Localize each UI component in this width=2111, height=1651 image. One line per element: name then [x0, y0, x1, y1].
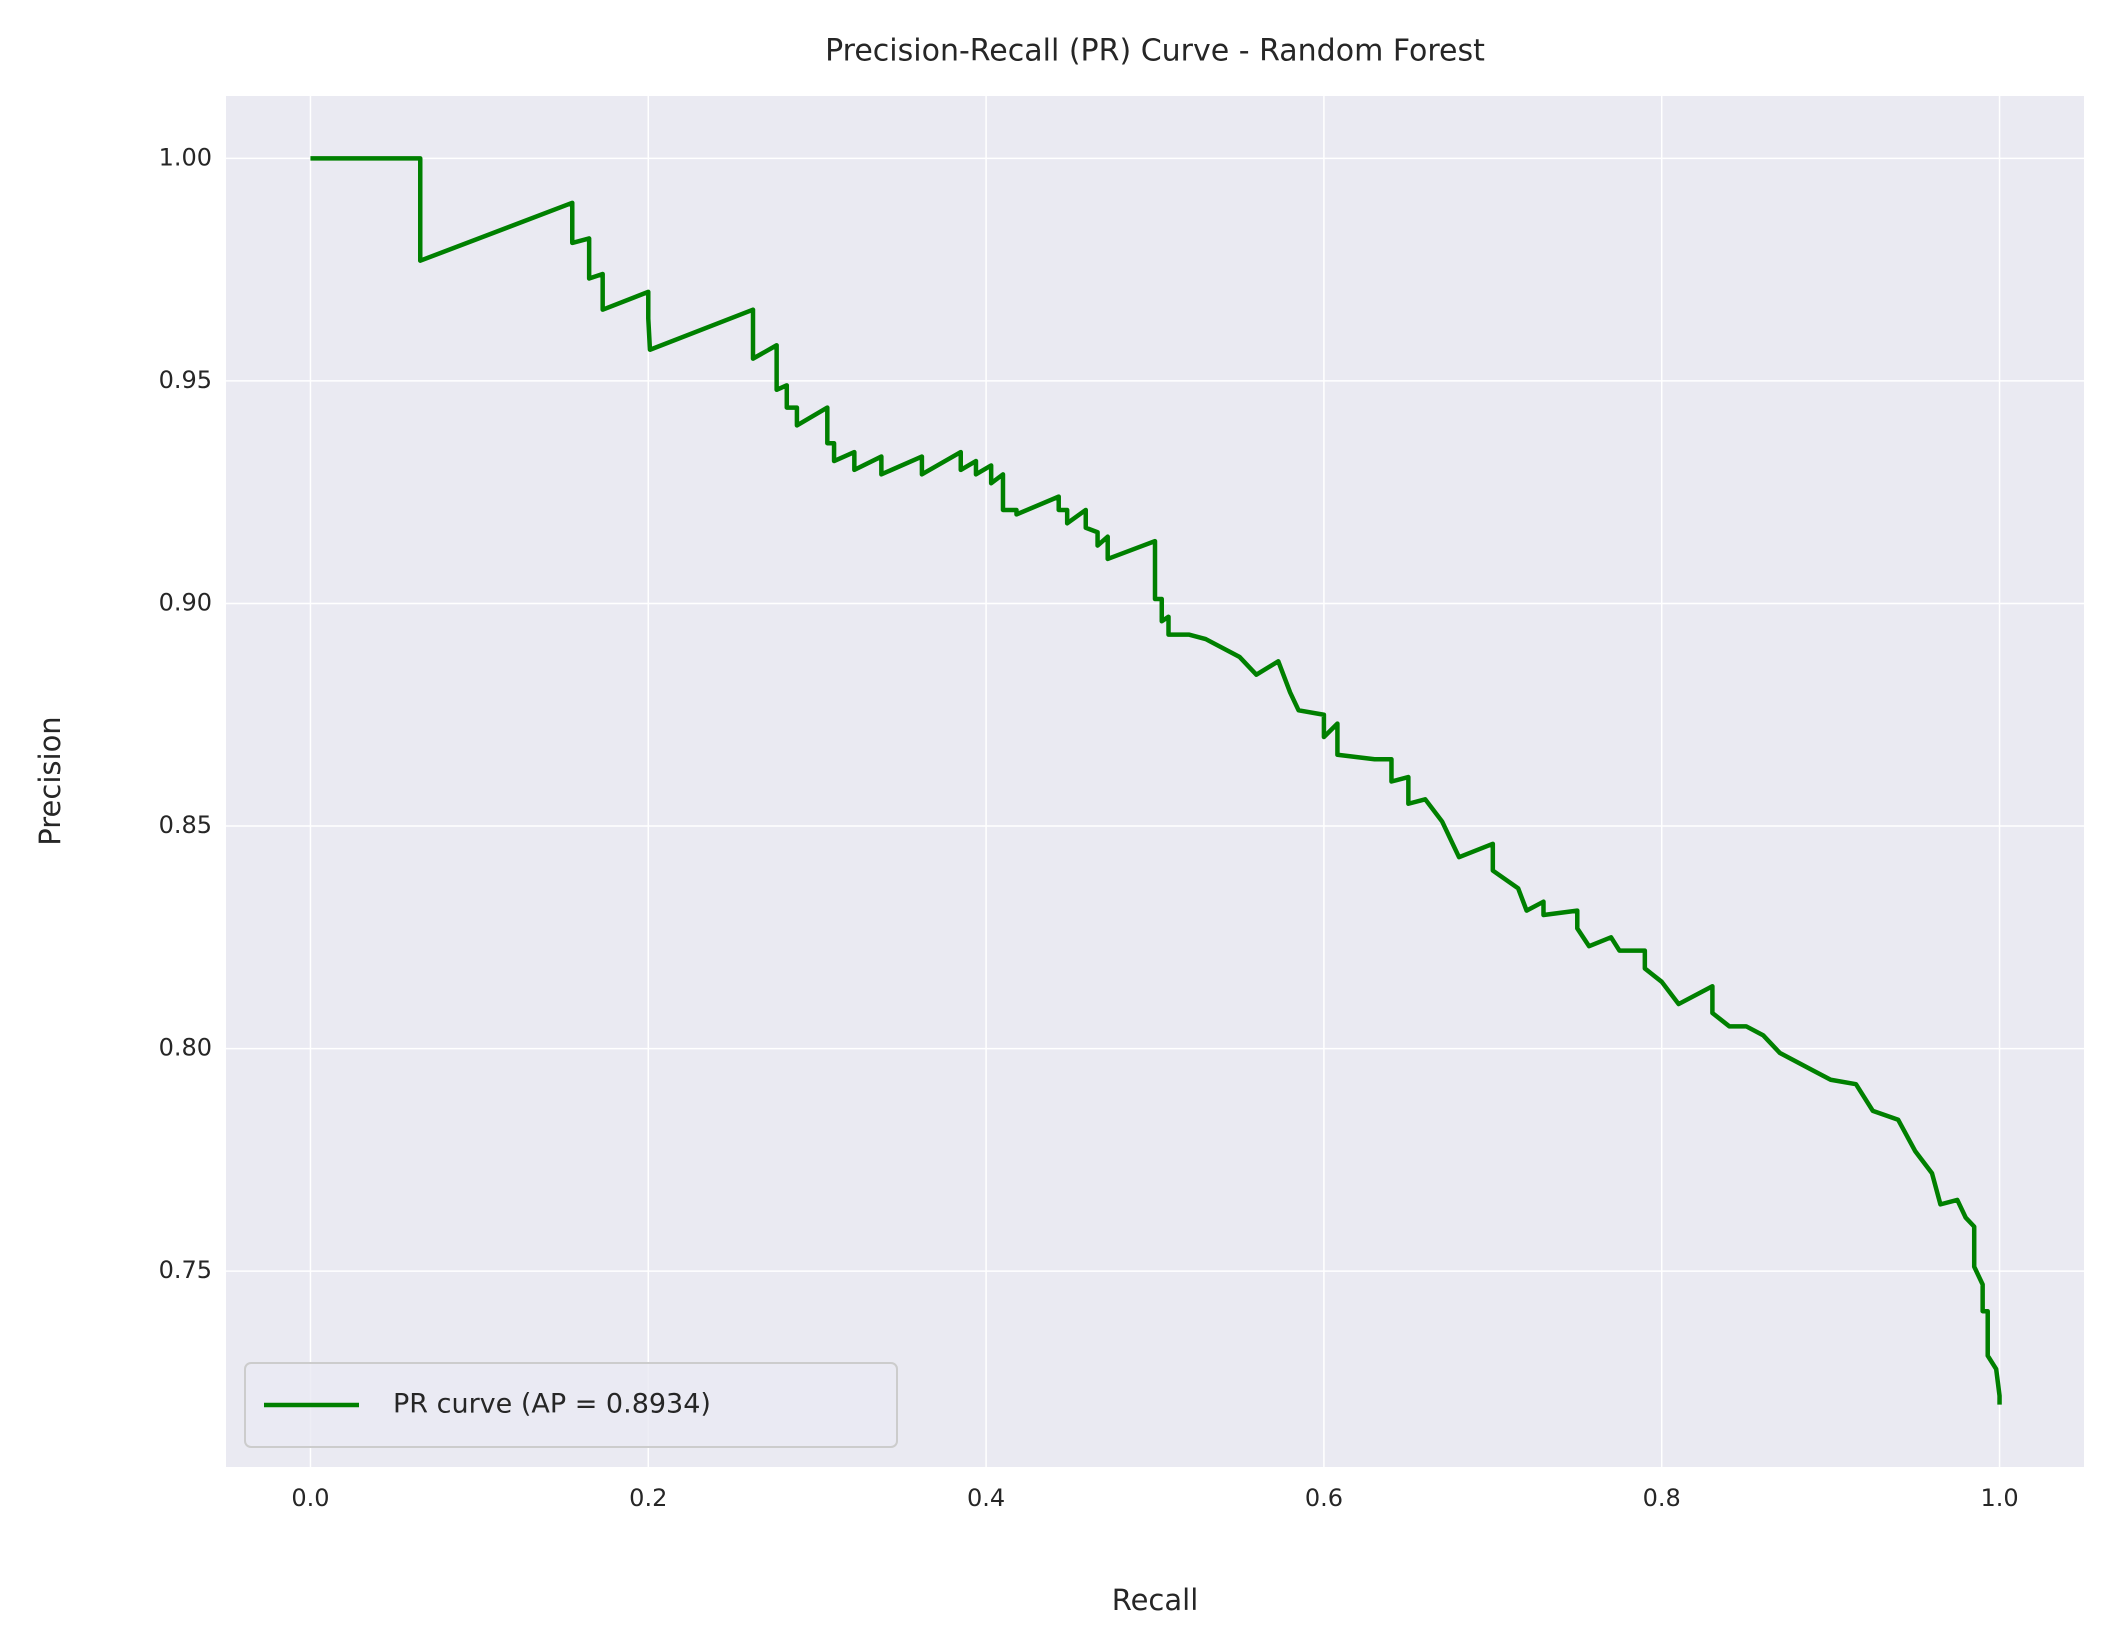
x-tick-label: 1.0 [1980, 1484, 2018, 1512]
pr-curve [310, 156, 2002, 1405]
plot-area [226, 96, 2084, 1467]
x-axis-label: Recall [1112, 1583, 1199, 1617]
chart-title: Precision-Recall (PR) Curve - Random For… [825, 34, 1485, 69]
y-tick-label: 0.85 [159, 811, 212, 839]
y-tick-label: 0.75 [159, 1256, 212, 1284]
y-tick-label: 1.00 [159, 143, 212, 171]
x-tick-label: 0.6 [1305, 1484, 1343, 1512]
y-axis-label: Precision [33, 716, 67, 845]
x-tick-label: 0.0 [291, 1484, 329, 1512]
y-tick-label: 0.95 [159, 366, 212, 394]
y-tick-label: 0.80 [159, 1034, 212, 1062]
x-tick-label: 0.2 [629, 1484, 667, 1512]
y-tick-label: 0.90 [159, 588, 212, 616]
legend-label: PR curve (AP = 0.8934) [393, 1389, 711, 1420]
x-tick-label: 0.8 [1643, 1484, 1681, 1512]
legend-box [244, 1362, 898, 1448]
x-tick-label: 0.4 [967, 1484, 1005, 1512]
